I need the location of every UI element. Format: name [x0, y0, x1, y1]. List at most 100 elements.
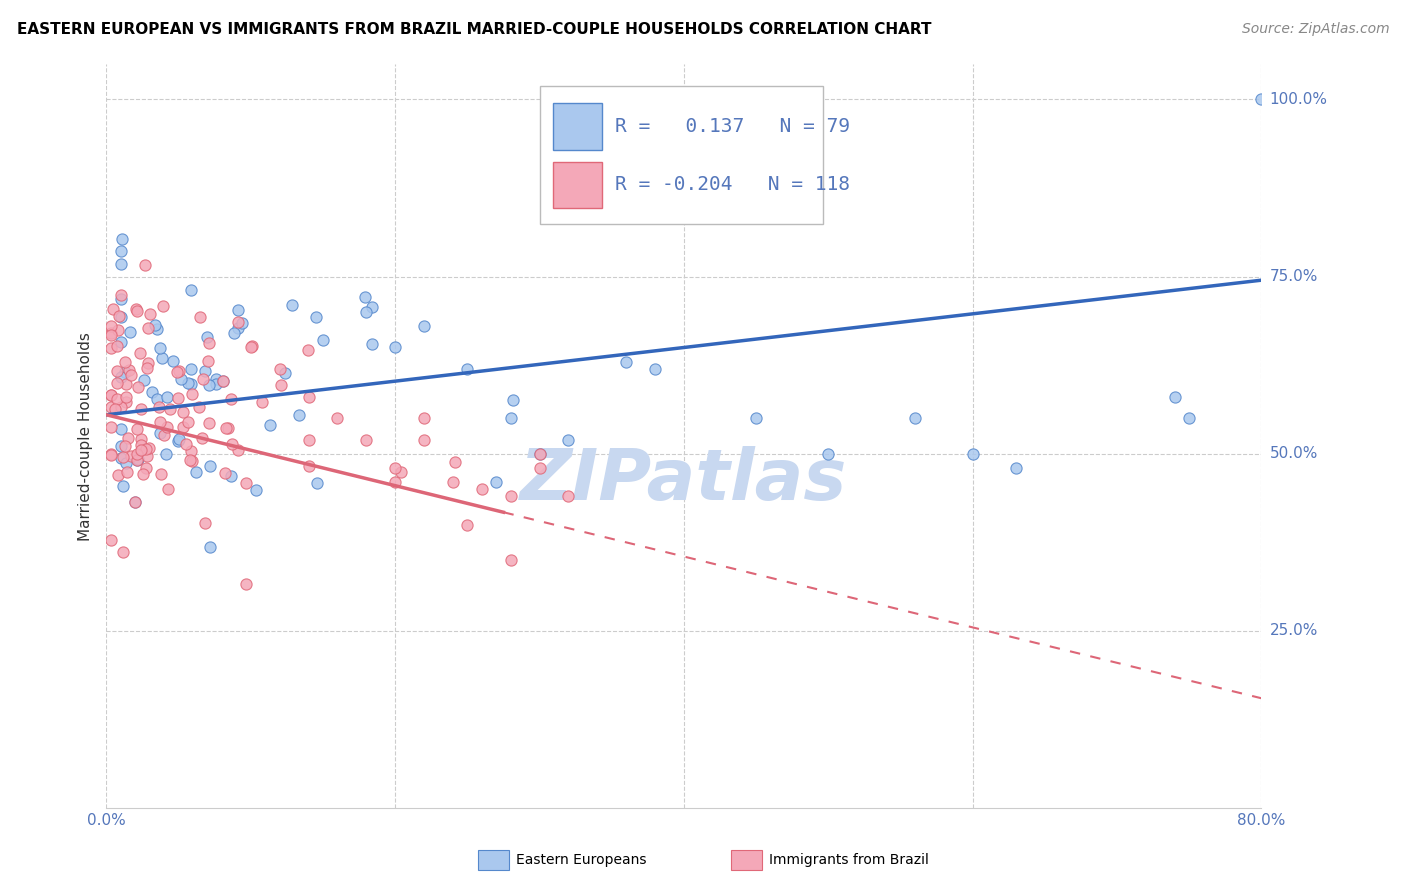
- Point: [179, 453, 201, 467]
- Point: [120, 449, 142, 463]
- Point: [557, 433, 579, 447]
- Point: [156, 419, 179, 434]
- Point: [129, 432, 152, 446]
- Point: [125, 453, 148, 467]
- Point: [307, 475, 329, 490]
- Point: [107, 467, 129, 482]
- Point: [120, 368, 142, 383]
- Point: [110, 292, 132, 306]
- Point: [117, 431, 139, 445]
- Point: [413, 411, 436, 425]
- Point: [502, 392, 524, 407]
- Point: [114, 439, 136, 453]
- Point: [135, 442, 157, 457]
- Point: [180, 284, 202, 298]
- Point: [226, 320, 249, 334]
- FancyBboxPatch shape: [554, 103, 602, 150]
- Point: [444, 455, 467, 469]
- Point: [127, 447, 149, 461]
- Point: [150, 467, 173, 482]
- Point: [193, 372, 215, 386]
- Point: [389, 465, 412, 479]
- Text: Source: ZipAtlas.com: Source: ZipAtlas.com: [1241, 22, 1389, 37]
- Point: [211, 374, 233, 388]
- Point: [356, 433, 378, 447]
- Point: [100, 319, 122, 334]
- Text: R =   0.137   N = 79: R = 0.137 N = 79: [614, 117, 849, 136]
- Text: 75.0%: 75.0%: [1270, 269, 1317, 285]
- Point: [221, 437, 243, 451]
- Point: [100, 387, 122, 401]
- Point: [188, 310, 211, 324]
- Point: [129, 438, 152, 452]
- Point: [270, 377, 292, 392]
- Point: [194, 516, 217, 530]
- Point: [167, 434, 190, 448]
- Point: [111, 478, 134, 492]
- Point: [200, 541, 222, 555]
- Point: [166, 365, 188, 379]
- Point: [297, 343, 319, 358]
- Point: [413, 319, 436, 334]
- Point: [456, 361, 478, 376]
- Point: [170, 372, 193, 386]
- Text: ZIPatlas: ZIPatlas: [520, 446, 848, 516]
- Point: [105, 339, 128, 353]
- Point: [134, 259, 156, 273]
- Point: [127, 452, 149, 467]
- Point: [110, 422, 132, 436]
- Point: [224, 326, 246, 340]
- Point: [198, 416, 221, 430]
- Point: [159, 401, 181, 416]
- Point: [172, 405, 194, 419]
- Point: [198, 459, 221, 474]
- Point: [125, 453, 148, 467]
- Point: [100, 448, 122, 462]
- Point: [187, 401, 209, 415]
- Point: [384, 461, 406, 475]
- Point: [105, 392, 128, 407]
- Point: [297, 433, 319, 447]
- Point: [107, 322, 129, 336]
- Point: [356, 305, 378, 319]
- Point: [360, 300, 382, 314]
- Point: [115, 465, 138, 479]
- Point: [235, 577, 257, 591]
- Point: [100, 419, 122, 434]
- Point: [235, 475, 257, 490]
- Point: [1178, 411, 1201, 425]
- Point: [120, 325, 142, 339]
- Point: [143, 318, 166, 332]
- Point: [231, 316, 253, 330]
- Point: [471, 482, 494, 496]
- Point: [145, 392, 167, 406]
- Point: [962, 447, 984, 461]
- Point: [127, 380, 149, 394]
- Point: [181, 386, 204, 401]
- Point: [149, 341, 172, 355]
- Point: [205, 371, 228, 385]
- Point: [111, 450, 134, 465]
- Point: [240, 339, 263, 353]
- Point: [125, 301, 148, 316]
- Point: [214, 466, 236, 480]
- Point: [141, 384, 163, 399]
- Point: [110, 244, 132, 259]
- Point: [136, 449, 159, 463]
- Point: [281, 298, 304, 312]
- Point: [110, 400, 132, 414]
- Point: [644, 361, 666, 376]
- Point: [162, 354, 184, 368]
- Point: [107, 364, 129, 378]
- Point: [180, 361, 202, 376]
- Point: [136, 356, 159, 370]
- Point: [152, 427, 174, 442]
- Point: [100, 326, 122, 340]
- Point: [138, 442, 160, 456]
- Point: [441, 475, 464, 490]
- Point: [529, 461, 551, 475]
- Point: [191, 431, 214, 445]
- Point: [100, 401, 122, 415]
- Point: [132, 373, 155, 387]
- Point: [1164, 390, 1187, 404]
